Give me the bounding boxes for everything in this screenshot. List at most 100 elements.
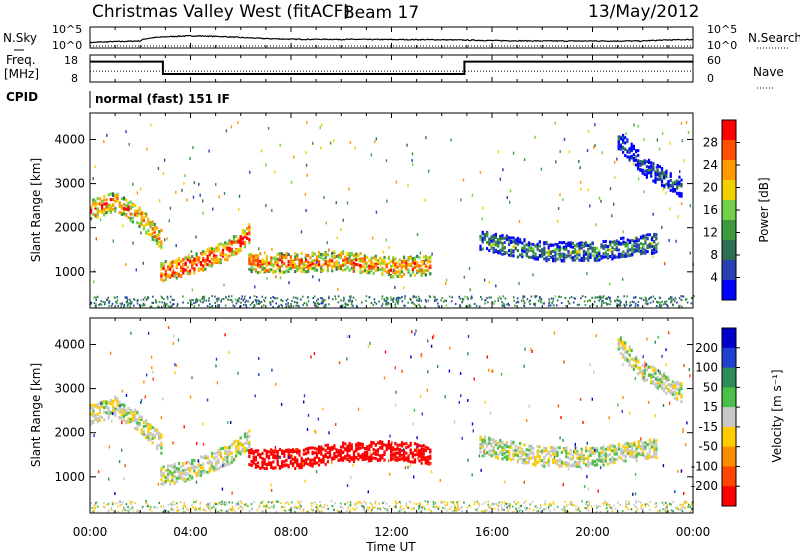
echo-cell: [374, 264, 377, 268]
echo-cell: [355, 456, 358, 460]
echo-cell: [571, 258, 574, 262]
echo-cell: [134, 427, 137, 430]
echo-cell: [302, 264, 305, 268]
echo-cell: [469, 304, 472, 307]
echo-cell: [248, 455, 251, 459]
echo-cell: [582, 249, 585, 253]
echo-cell: [611, 449, 614, 453]
echo-cell: [180, 260, 183, 263]
echo-cell: [199, 455, 203, 459]
echo-cell: [564, 297, 567, 299]
echo-cell: [562, 509, 565, 512]
echo-cell: [235, 239, 238, 243]
echo-cell: [417, 297, 420, 300]
echo-cell: [331, 298, 334, 301]
echo-cell: [286, 298, 289, 301]
echo-cell: [652, 365, 655, 369]
echo-cell: [339, 502, 342, 505]
echo-cell: [147, 435, 150, 439]
echo-cell: [560, 253, 563, 257]
echo-cell: [296, 267, 299, 270]
echo-cell: [204, 263, 207, 266]
echo-cell: [197, 463, 200, 467]
echo-cell: [613, 460, 616, 464]
echo-cell: [166, 297, 169, 300]
echo-cell: [276, 450, 279, 453]
echo-cell: [600, 305, 603, 307]
echo-cell: [335, 298, 337, 301]
echo-cell: [680, 387, 683, 391]
echo-cell: [95, 237, 97, 241]
echo-cell: [208, 299, 210, 302]
echo-cell: [252, 259, 255, 262]
echo-cell: [246, 232, 249, 236]
echo-cell: [593, 250, 596, 254]
echo-cell: [217, 243, 220, 247]
echo-cell: [530, 255, 533, 259]
echo-cell: [276, 297, 279, 300]
echo-cell: [381, 272, 384, 276]
echo-cell: [254, 458, 257, 462]
echo-cell: [620, 451, 623, 455]
echo-cell: [672, 304, 674, 307]
echo-cell: [660, 183, 664, 187]
echo-cell: [215, 455, 218, 459]
echo-cell: [204, 251, 207, 255]
echo-cell: [135, 268, 137, 272]
echo-cell: [298, 259, 301, 262]
echo-cell: [195, 471, 198, 475]
echo-cell: [516, 255, 519, 259]
echo-cell: [161, 296, 164, 299]
echo-cell: [394, 455, 397, 459]
echo-cell: [673, 393, 677, 396]
echo-cell: [614, 300, 617, 303]
echo-cell: [622, 277, 624, 281]
echo-cell: [669, 141, 671, 145]
echo-cell: [318, 253, 321, 257]
echo-cell: [164, 476, 167, 480]
echo-cell: [287, 451, 290, 455]
echo-cell: [261, 451, 264, 455]
echo-cell: [270, 466, 273, 469]
beam-title: Beam 17: [343, 3, 419, 23]
echo-cell: [644, 505, 647, 508]
echo-cell: [394, 272, 397, 276]
echo-cell: [505, 235, 508, 239]
echo-cell: [387, 302, 390, 304]
echo-cell: [624, 459, 627, 463]
echo-cell: [387, 445, 390, 449]
echo-cell: [147, 430, 150, 434]
echo-cell: [660, 167, 664, 170]
echo-cell: [560, 451, 563, 454]
echo-cell: [642, 245, 645, 248]
echo-cell: [499, 236, 502, 240]
echo-cell: [571, 456, 574, 460]
echo-cell: [580, 458, 583, 462]
echo-cell: [252, 300, 254, 303]
echo-cell: [444, 299, 446, 302]
echo-cell: [613, 449, 616, 453]
echo-cell: [440, 501, 442, 504]
echo-cell: [208, 469, 211, 473]
echo-cell: [445, 278, 448, 282]
echo-cell: [398, 458, 401, 461]
echo-cell: [331, 269, 334, 273]
echo-cell: [442, 507, 444, 509]
echo-cell: [228, 249, 231, 253]
echo-cell: [255, 300, 258, 303]
echo-cell: [554, 257, 557, 261]
echo-cell: [514, 246, 517, 250]
echo-cell: [289, 456, 292, 460]
echo-cell: [680, 400, 683, 404]
echo-cell: [195, 508, 197, 511]
echo-cell: [238, 300, 240, 303]
echo-cell: [602, 463, 605, 467]
echo-cell: [257, 260, 260, 264]
echo-cell: [586, 300, 589, 303]
echo-cell: [294, 255, 297, 259]
echo-cell: [271, 247, 273, 251]
echo-cell: [352, 460, 356, 463]
echo-cell: [250, 463, 253, 467]
echo-cell: [225, 296, 227, 299]
echo-cell: [259, 454, 262, 458]
